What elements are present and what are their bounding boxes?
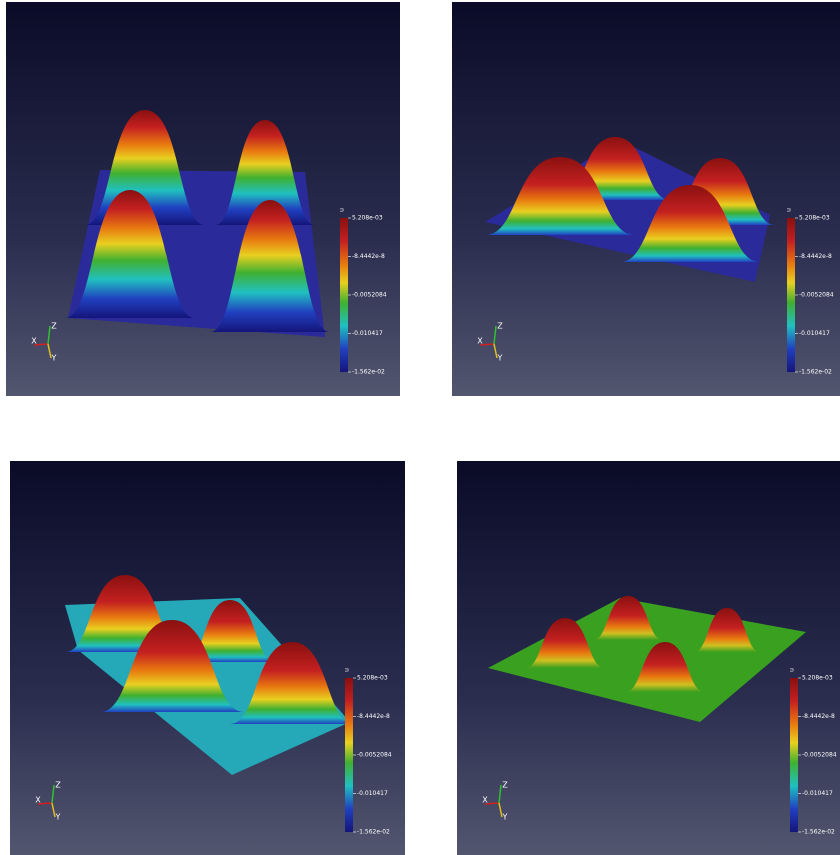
colorbar-label: -1.562e-02: [802, 829, 835, 836]
axis-label: Z: [502, 781, 508, 790]
colorbar: [790, 678, 798, 832]
axis-label: X: [482, 796, 488, 805]
colorbar-label: 5.208e-03: [802, 675, 833, 682]
colorbar-label: -0.010417: [357, 790, 388, 797]
axis-label: Y: [497, 354, 503, 363]
colorbar-title: u: [786, 208, 793, 212]
axis-label: X: [35, 796, 41, 805]
colorbar-label: 5.208e-03: [352, 215, 383, 222]
colorbar-label: -0.0052084: [357, 752, 392, 759]
colorbar-label: -1.562e-02: [357, 829, 390, 836]
colorbar-title: u: [339, 208, 346, 212]
colorbar-label: 5.208e-03: [357, 675, 388, 682]
colorbar-label: -8.4442e-8: [352, 253, 385, 260]
render-view: u 5.208e-03 -8.4442e-8 -0.0052084 -0.010417 -…: [457, 461, 840, 855]
colorbar-label: -0.0052084: [799, 292, 834, 299]
axis-label: Y: [51, 354, 57, 363]
colorbar-label: -8.4442e-8: [802, 713, 835, 720]
axis-label: Y: [502, 813, 508, 822]
colorbar-label: 5.208e-03: [799, 215, 830, 222]
render-view: u 5.208e-03 -8.4442e-8 -0.0052084 -0.010417 -…: [6, 2, 400, 396]
axis-label: Z: [497, 322, 503, 331]
colorbar-label: -0.0052084: [352, 292, 387, 299]
axis-label: Z: [51, 322, 57, 331]
colorbar: [340, 218, 348, 372]
render-view: u 5.208e-03 -8.4442e-8 -0.0052084 -0.010417 -…: [10, 461, 405, 855]
axis-label: Z: [55, 781, 61, 790]
colorbar-label: -0.0052084: [802, 752, 837, 759]
colorbar: [345, 678, 353, 832]
axis-label: X: [31, 337, 37, 346]
render-view: u 5.208e-03 -8.4442e-8 -0.0052084 -0.010417 -…: [452, 2, 840, 396]
colorbar-label: -8.4442e-8: [799, 253, 832, 260]
colorbar-label: -1.562e-02: [352, 369, 385, 376]
colorbar-label: -8.4442e-8: [357, 713, 390, 720]
axis-label: X: [477, 337, 483, 346]
axis-label: Y: [55, 813, 61, 822]
colorbar-label: -0.010417: [802, 790, 833, 797]
figure: u 5.208e-03 -8.4442e-8 -0.0052084 -0.010417 -…: [0, 0, 840, 855]
colorbar-label: -0.010417: [799, 330, 830, 337]
colorbar-title: u: [789, 668, 796, 672]
colorbar-title: u: [344, 668, 351, 672]
colorbar-label: -1.562e-02: [799, 369, 832, 376]
colorbar-label: -0.010417: [352, 330, 383, 337]
colorbar: [787, 218, 795, 372]
